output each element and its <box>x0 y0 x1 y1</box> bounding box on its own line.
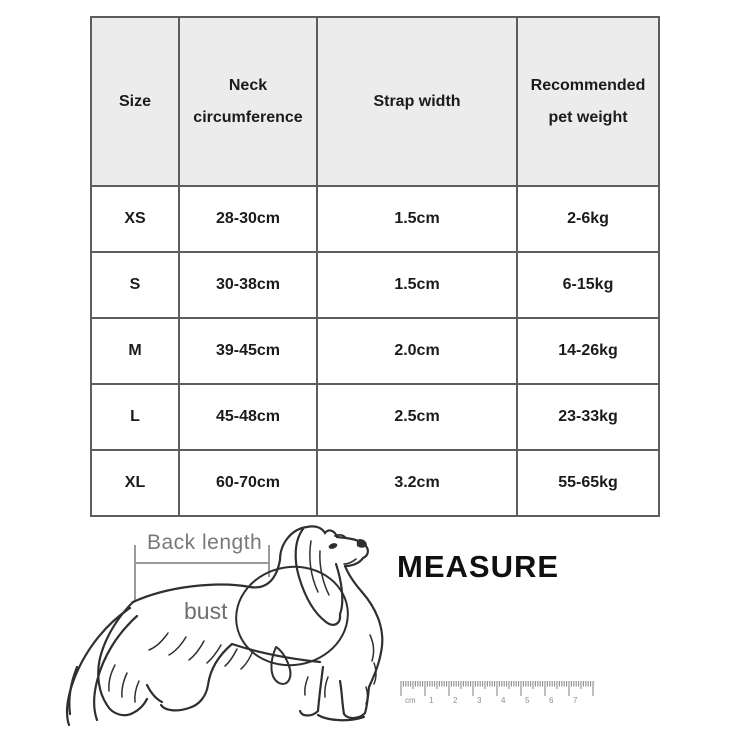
table-row: L 45-48cm 2.5cm 23-33kg <box>90 383 660 451</box>
dog-mouth <box>343 558 357 565</box>
cell-neck: 45-48cm <box>178 383 318 451</box>
table-row: M 39-45cm 2.0cm 14-26kg <box>90 317 660 385</box>
ruler-number: 6 <box>549 696 554 705</box>
header-size: Size <box>90 16 180 187</box>
cell-weight: 6-15kg <box>516 251 660 319</box>
header-recommended-pet-weight: Recommended pet weight <box>516 16 660 187</box>
size-table: Size Neck circumference Strap width Reco… <box>90 16 660 517</box>
dog-outline <box>65 525 384 727</box>
cell-strap: 2.5cm <box>316 383 518 451</box>
table-row: XL 60-70cm 3.2cm 55-65kg <box>90 449 660 517</box>
measure-title: MEASURE <box>397 549 560 584</box>
back-length-label: Back length <box>147 531 263 554</box>
cell-neck: 39-45cm <box>178 317 318 385</box>
header-strap-width: Strap width <box>316 16 518 187</box>
cell-strap: 1.5cm <box>316 185 518 253</box>
cell-weight: 23-33kg <box>516 383 660 451</box>
cell-neck: 28-30cm <box>178 185 318 253</box>
dog-sketch-illustration <box>65 525 384 727</box>
bust-tape-loop <box>235 565 349 685</box>
dog-eye <box>328 543 338 549</box>
table-header-row: Size Neck circumference Strap width Reco… <box>90 16 660 187</box>
cell-size: XS <box>90 185 180 253</box>
cell-size: XL <box>90 449 180 517</box>
cell-size: L <box>90 383 180 451</box>
ruler-unit-label: cm <box>405 696 416 705</box>
cell-strap: 3.2cm <box>316 449 518 517</box>
ruler-number: 3 <box>477 696 482 705</box>
ruler-graphic: cm 1 2 3 4 5 6 7 <box>400 681 595 705</box>
cell-strap: 2.0cm <box>316 317 518 385</box>
ruler-number: 7 <box>573 696 578 705</box>
ruler-numbers: cm 1 2 3 4 5 6 7 <box>405 696 578 705</box>
cell-weight: 14-26kg <box>516 317 660 385</box>
ruler-number: 4 <box>501 696 506 705</box>
dog-nose <box>356 539 367 548</box>
ruler-number: 1 <box>429 696 434 705</box>
ruler-number: 2 <box>453 696 458 705</box>
cell-strap: 1.5cm <box>316 251 518 319</box>
cell-neck: 60-70cm <box>178 449 318 517</box>
dog-face <box>328 533 367 565</box>
header-neck-circumference: Neck circumference <box>178 16 318 187</box>
table-row: XS 28-30cm 1.5cm 2-6kg <box>90 185 660 253</box>
ruler-number: 5 <box>525 696 530 705</box>
dog-fur-feathers <box>108 540 377 705</box>
cell-weight: 2-6kg <box>516 185 660 253</box>
dog-brow <box>334 533 347 539</box>
cell-size: M <box>90 317 180 385</box>
bust-label: bust <box>184 598 228 624</box>
cell-neck: 30-38cm <box>178 251 318 319</box>
cell-weight: 55-65kg <box>516 449 660 517</box>
ruler-ticks <box>400 681 595 699</box>
cell-size: S <box>90 251 180 319</box>
table-row: S 30-38cm 1.5cm 6-15kg <box>90 251 660 319</box>
